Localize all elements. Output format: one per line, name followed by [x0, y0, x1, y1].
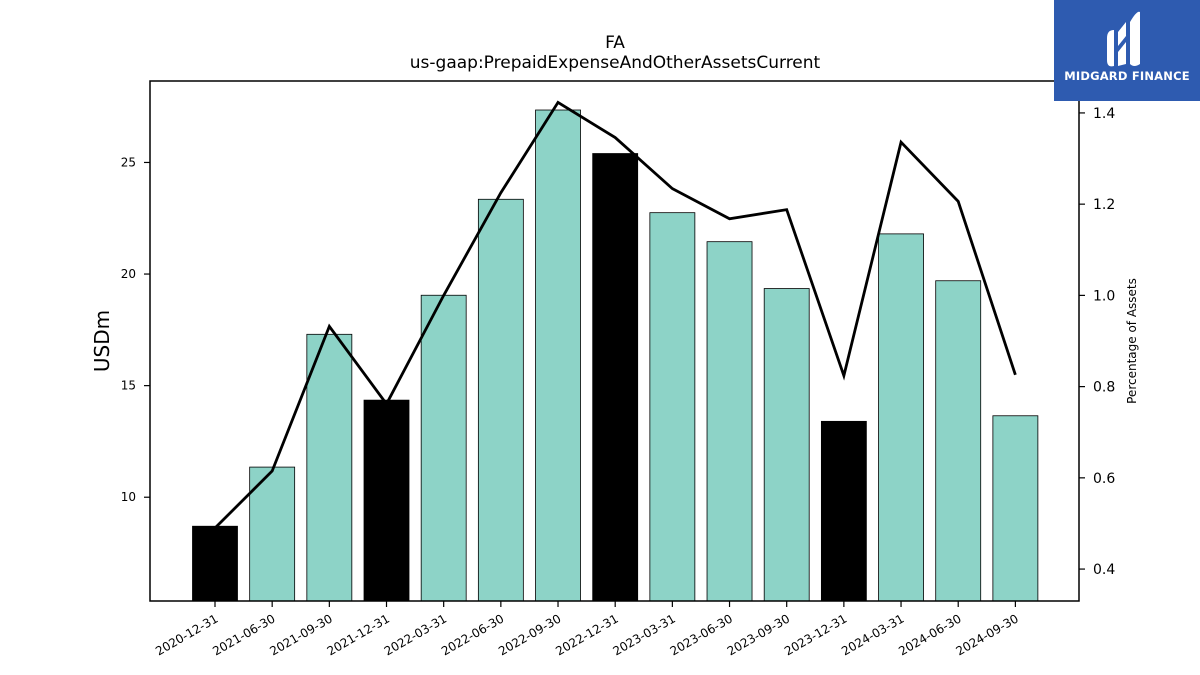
x-tick-label: 2021-09-30: [267, 611, 334, 658]
bar-2024-09-30: [992, 415, 1039, 602]
y-tick-label: 25: [121, 155, 136, 169]
y2-tick-label: 0.6: [1093, 471, 1115, 487]
y-tick-label: 15: [121, 379, 136, 393]
chart-title: FA: [605, 33, 625, 53]
x-tick-label: 2022-09-30: [496, 611, 563, 658]
y-axis-left: 10 15 20 25: [121, 155, 150, 504]
x-tick-label: 2022-06-30: [439, 611, 506, 658]
x-tick-label: 2022-12-31: [553, 611, 620, 658]
chart-subtitle: us-gaap:PrepaidExpenseAndOtherAssetsCurr…: [410, 53, 821, 73]
bar-2023-09-30: [763, 288, 810, 602]
bar-2024-06-30: [935, 280, 982, 602]
y-axis-right: 0.4 0.6 0.8 1.0 1.2 1.4: [1079, 106, 1115, 578]
y2-tick-label: 0.4: [1093, 562, 1115, 578]
y-tick-label: 20: [121, 267, 136, 281]
brand-name: MIDGARD FINANCE: [1064, 69, 1190, 83]
x-tick-label: 2021-06-30: [210, 611, 277, 658]
y-tick-label: 10: [121, 490, 136, 504]
bar-2022-09-30: [535, 109, 581, 602]
y2-axis-label: Percentage of Assets: [1125, 278, 1139, 404]
x-tick-label: 2023-03-31: [610, 611, 677, 658]
bar-2021-09-30: [306, 333, 353, 602]
y2-tick-label: 1.4: [1093, 106, 1115, 122]
bar-2023-03-31: [649, 212, 696, 602]
x-tick-label: 2023-09-30: [725, 611, 792, 658]
brand-logo: MIDGARD FINANCE: [1054, 0, 1200, 101]
x-tick-label: 2020-12-31: [153, 611, 220, 658]
bar-2022-12-31: [592, 153, 639, 602]
bar-2020-12-31: [192, 525, 238, 602]
bar-2023-06-30: [706, 241, 753, 602]
x-tick-label: 2021-12-31: [325, 611, 392, 658]
x-tick-label: 2023-12-31: [782, 611, 849, 658]
x-tick-label: 2024-09-30: [953, 611, 1020, 658]
bar-2024-03-31: [878, 233, 924, 602]
y2-tick-label: 0.8: [1093, 380, 1115, 396]
bar-2021-06-30: [249, 466, 296, 602]
x-tick-label: 2023-06-30: [668, 611, 735, 658]
y2-tick-label: 1.2: [1093, 197, 1115, 213]
bar-2022-06-30: [477, 198, 524, 602]
plot-frame: [149, 80, 1080, 602]
x-axis: 2020-12-312021-06-302021-09-302021-12-31…: [153, 601, 1021, 658]
x-tick-label: 2022-03-31: [382, 611, 449, 658]
line-series: [214, 100, 1017, 530]
bar-2021-12-31: [363, 399, 410, 602]
bar-2022-03-31: [420, 294, 467, 602]
x-tick-label: 2024-03-31: [839, 611, 906, 658]
midgard-logo-icon: [1107, 11, 1140, 67]
y2-tick-label: 1.0: [1093, 288, 1115, 304]
bar-2023-12-31: [820, 420, 867, 602]
y-axis-label: USDm: [90, 310, 114, 372]
x-tick-label: 2024-06-30: [896, 611, 963, 658]
bar-series: [192, 109, 1039, 602]
